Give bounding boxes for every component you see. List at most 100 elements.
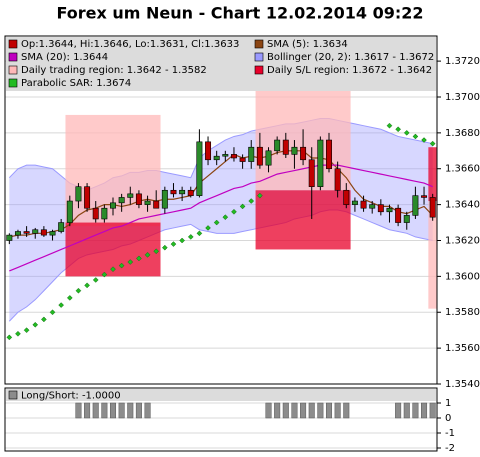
bar [84,402,91,419]
legend-label: SMA (20): 1.3644 [21,52,108,63]
candle-body [58,222,65,232]
sar-dot [58,302,65,308]
plot-frame [4,35,438,385]
legend-label: Bollinger (20, 2): 1.3617 - 1.3672 [267,52,434,63]
candle-body [300,146,307,161]
sar-dot [239,203,246,210]
sar-dot [127,259,134,265]
candle-body [377,204,384,213]
plot-frame [4,387,438,452]
candle-body [421,195,428,198]
candle-body [429,197,436,218]
sar-dot [213,219,220,226]
legend-label: Parabolic SAR: 1.3674 [21,78,131,89]
candle-body [170,189,177,195]
y-tick-label: 1.3560 [445,343,480,354]
bar [118,402,125,419]
candle-body [317,139,324,187]
sar-dot [205,225,211,231]
sar-dot [421,137,427,143]
legend-swatch [254,39,264,49]
legend-swatch [254,65,264,75]
candle-body [153,200,160,209]
sar-dot [92,277,99,283]
sar-dot [23,327,30,334]
candle-body [118,197,125,204]
bar [343,402,350,419]
y-tick-label: 1.3680 [445,128,480,139]
sar-dot [222,214,229,221]
bar [92,402,99,419]
sar-dot [136,255,142,262]
sar-dot [403,130,410,136]
candle-body [92,207,99,220]
candle-body [334,168,341,191]
candle-body [308,159,315,187]
candle-body [386,207,393,213]
bar [75,402,82,419]
candle-body [135,193,142,205]
candle-body [14,231,21,236]
sar-dot [32,321,39,328]
legend-swatch [254,52,264,62]
candle-body [403,215,410,223]
candle-body [179,189,186,195]
candle-body [248,146,255,162]
legend-label: Long/Short: -1.0000 [21,391,121,402]
sar-dot [6,334,13,341]
sar-dot [248,198,255,204]
y-tick-label: 1.3580 [445,307,480,318]
y-tick-label: 0 [445,413,451,424]
bar [282,402,289,419]
y-tick-label: -1 [445,428,455,439]
bar [109,402,117,419]
candle-body [239,157,246,162]
y-tick-label: 1.3700 [445,92,480,103]
sar-dot [231,208,237,215]
candle-body [412,195,419,216]
y-tick-label: 1.3640 [445,200,480,211]
sar-dot [75,287,82,294]
sar-dot [196,230,203,237]
candle-body [40,229,47,236]
candle-body [274,139,281,152]
candle-body [256,146,263,166]
bar [300,402,307,419]
sar-dot [84,282,90,289]
sar-dot [170,241,177,247]
candle-body [360,200,367,209]
y-tick-label: 1.3660 [445,164,480,175]
bar [101,402,108,419]
candle-body [187,189,194,196]
sar-dot [161,244,168,251]
candle-body [101,207,108,220]
y-tick-label: 1.3720 [445,56,480,67]
legend-swatch [8,65,18,75]
candle-body [66,200,73,223]
bar [274,402,281,419]
bar [412,402,419,419]
sar-dot [429,140,436,147]
y-tick-label: 1.3600 [445,271,480,282]
y-tick-label: 1.3540 [445,379,480,390]
legend-swatch [8,78,18,88]
sar-dot [257,192,263,199]
sar-dot [118,262,125,269]
legend-box [6,37,436,91]
sar-dot [179,237,185,244]
y-tick-label: 1.3620 [445,235,480,246]
sma-line [9,164,433,272]
candle-body [84,186,91,209]
bar [334,402,341,419]
y-tick-label: -2 [445,443,455,454]
sar-dot [153,248,160,255]
sar-dot [187,234,194,240]
candle-body [395,207,402,223]
bar [395,402,402,419]
candle-body [369,204,376,209]
legend-box [6,389,436,401]
candle-body [282,139,289,155]
bar [291,402,298,419]
sar-dot [412,133,419,140]
